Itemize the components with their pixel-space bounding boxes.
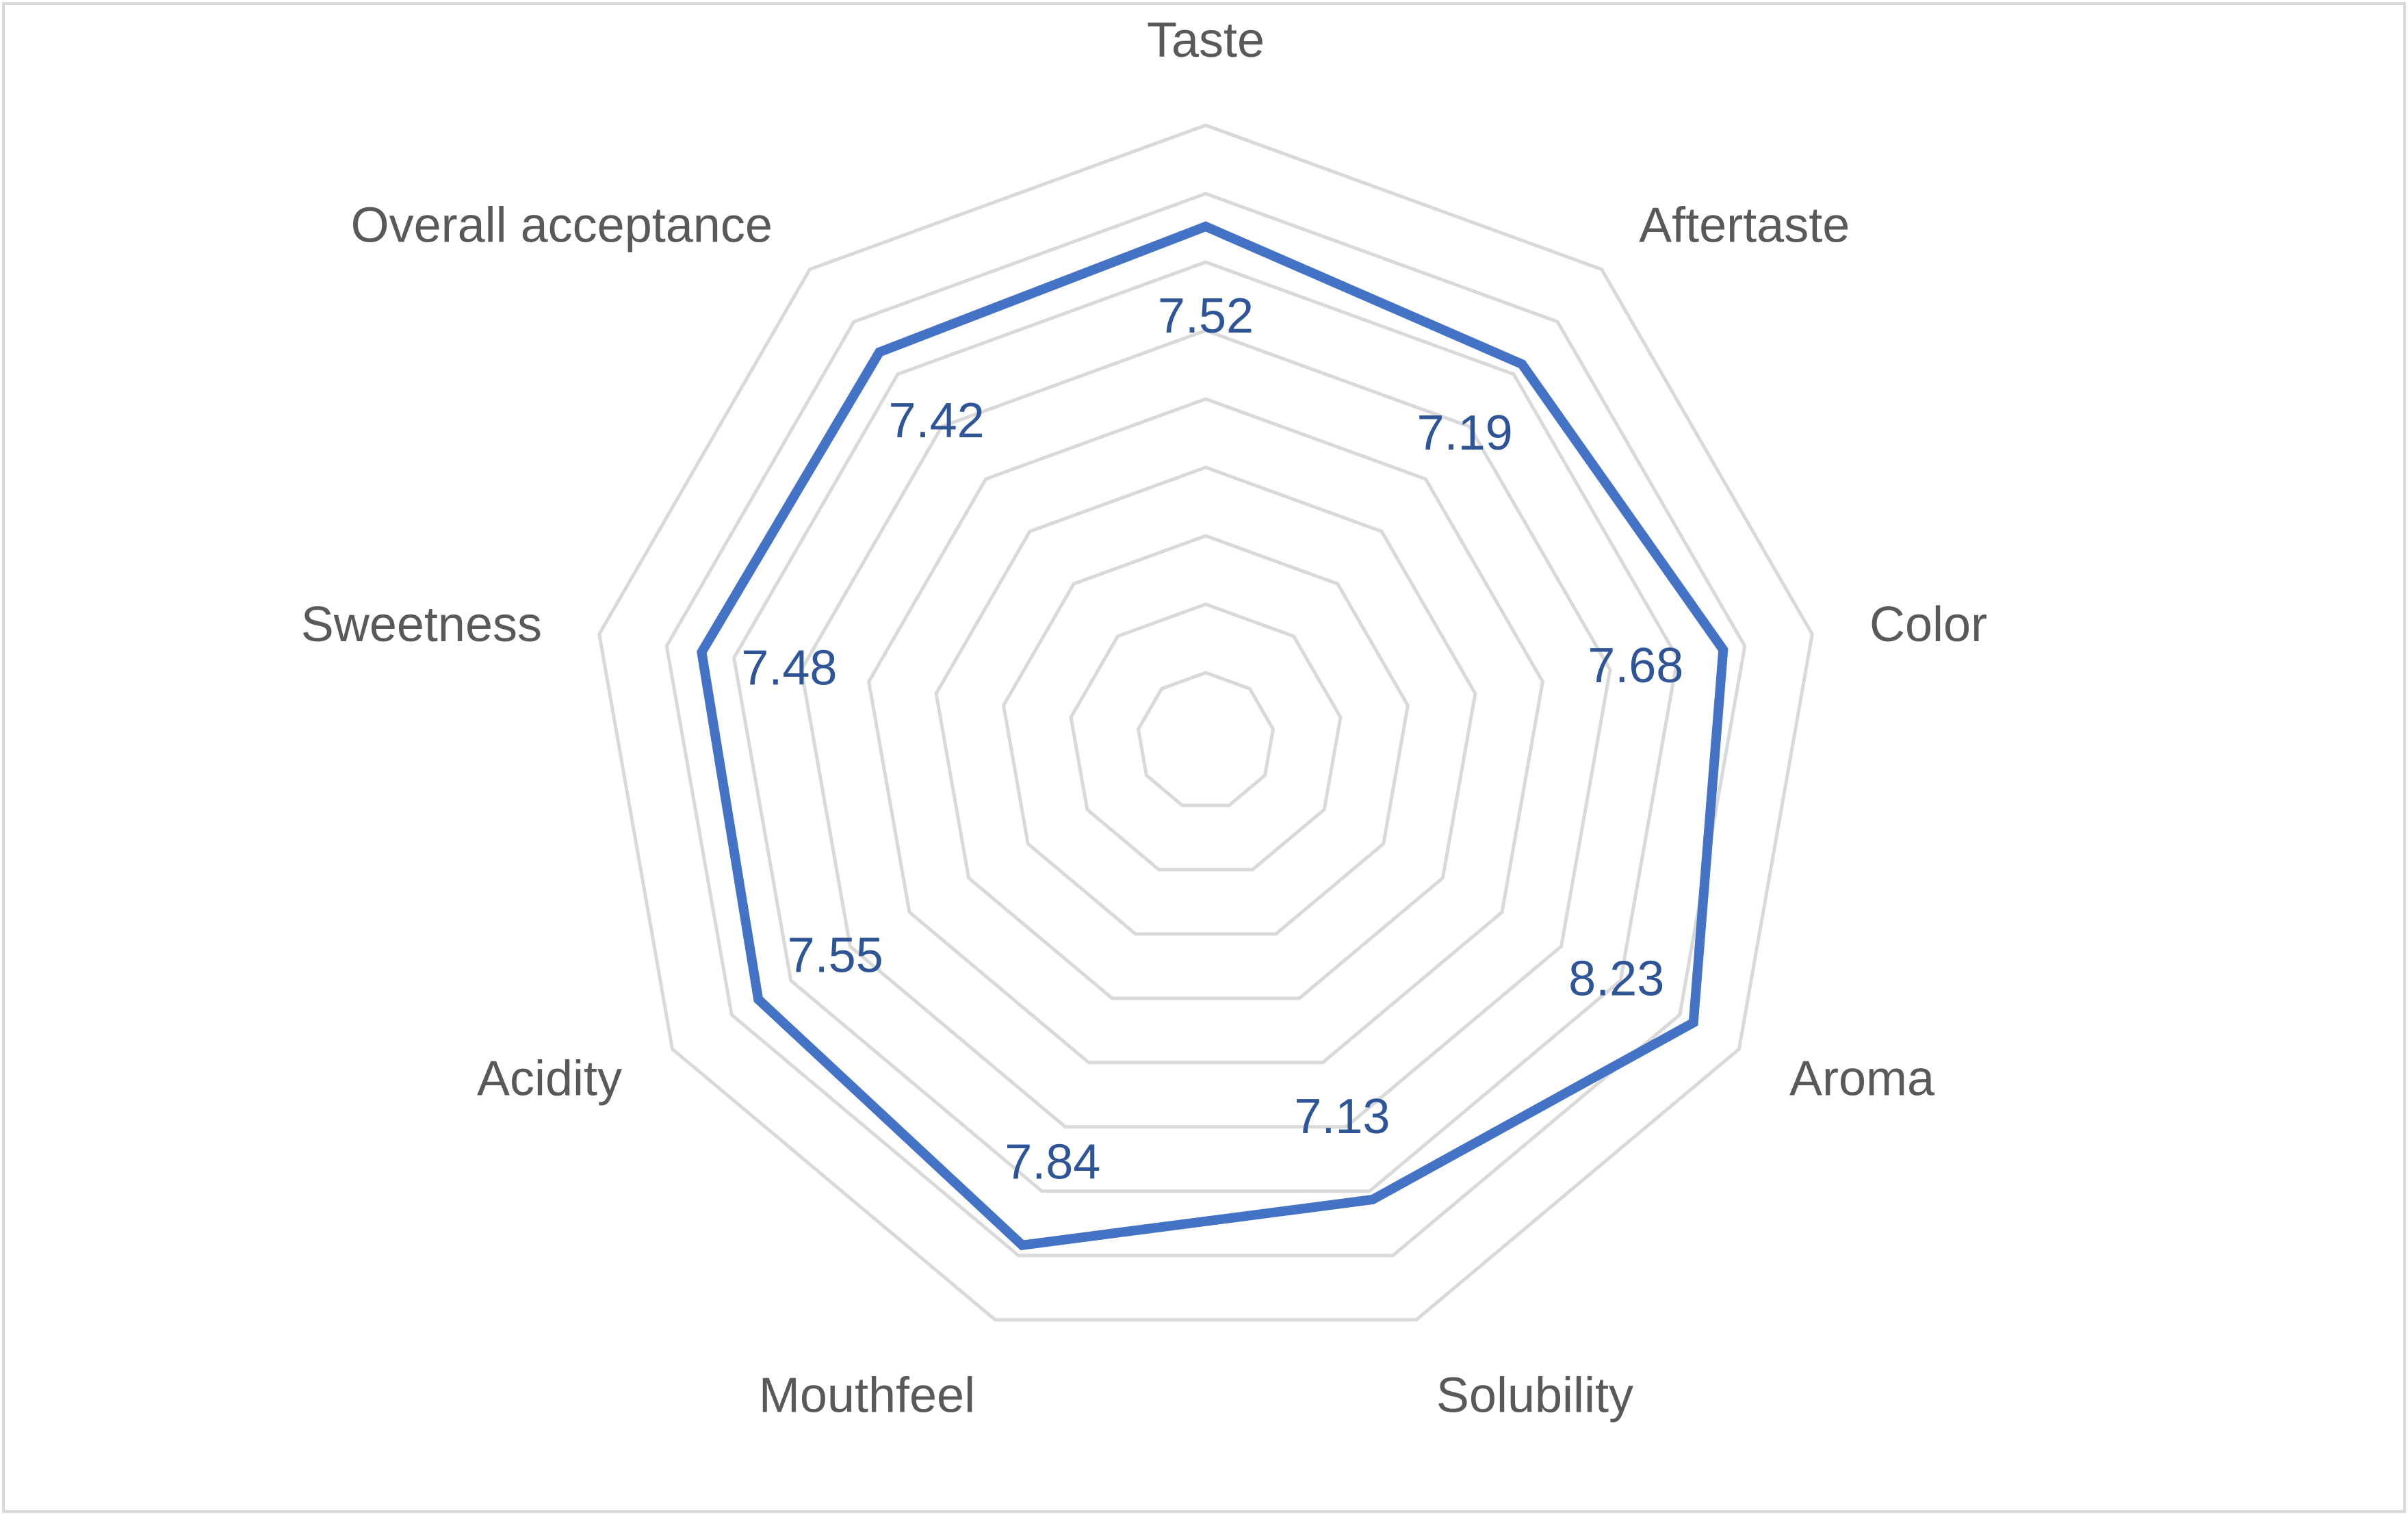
grid-ring — [866, 397, 1545, 1065]
category-label-sweetness: Sweetness — [301, 597, 542, 652]
data-labels: 7.52 7.19 7.68 8.23 7.13 7.84 7.55 7.48 7.42 — [741, 289, 1683, 1190]
data-label: 7.84 — [1005, 1135, 1100, 1190]
category-label-aftertaste: Aftertaste — [1639, 198, 1850, 252]
category-label-mouthfeel: Mouthfeel — [759, 1369, 975, 1423]
data-label: 7.68 — [1588, 638, 1683, 693]
data-label: 7.55 — [788, 929, 883, 983]
series-layer — [697, 221, 1729, 1251]
category-label-aroma: Aroma — [1789, 1052, 1935, 1106]
data-label: 8.23 — [1568, 952, 1664, 1007]
category-label-taste: Taste — [1147, 13, 1265, 68]
radar-grid — [597, 123, 1814, 1322]
data-label: 7.52 — [1158, 289, 1254, 344]
category-label-solubility: Solubility — [1436, 1369, 1633, 1423]
data-label: 7.13 — [1294, 1089, 1390, 1144]
category-label-color: Color — [1869, 597, 1987, 652]
grid-ring — [1136, 671, 1276, 807]
grid-ring — [799, 328, 1612, 1129]
data-label: 7.42 — [889, 393, 985, 448]
grid-ring — [934, 465, 1477, 1000]
grid-ring — [732, 260, 1680, 1193]
category-labels: Taste Aftertaste Color Aroma Solubility Mouth… — [301, 13, 1987, 1423]
category-label-acidity: Acidity — [477, 1052, 622, 1106]
grid-ring — [1069, 602, 1343, 872]
grid-ring — [1001, 534, 1410, 936]
series-line — [697, 221, 1729, 1251]
grid-ring — [664, 192, 1747, 1258]
data-label: 7.19 — [1417, 406, 1513, 461]
category-label-overall-acceptance: Overall acceptance — [351, 198, 773, 252]
grid-ring — [597, 123, 1814, 1322]
data-label: 7.48 — [741, 641, 837, 696]
